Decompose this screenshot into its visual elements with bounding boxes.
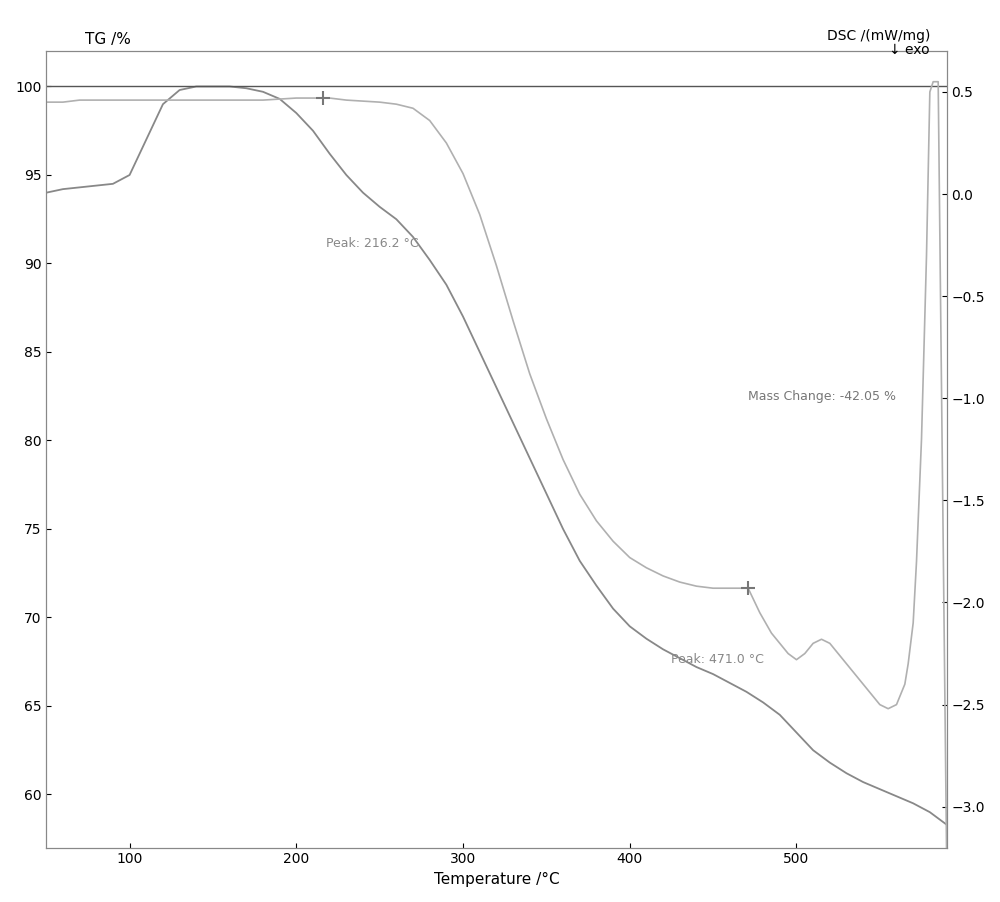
Text: TG /%: TG /%	[85, 32, 131, 47]
Text: Mass Change: -42.05 %: Mass Change: -42.05 %	[748, 390, 896, 402]
Text: Peak: 216.2 °C: Peak: 216.2 °C	[326, 237, 419, 250]
X-axis label: Temperature /°C: Temperature /°C	[434, 872, 559, 887]
Text: DSC /(mW/mg): DSC /(mW/mg)	[827, 29, 930, 43]
Text: ↓ exo: ↓ exo	[889, 43, 930, 58]
Text: Peak: 471.0 °C: Peak: 471.0 °C	[671, 653, 764, 666]
